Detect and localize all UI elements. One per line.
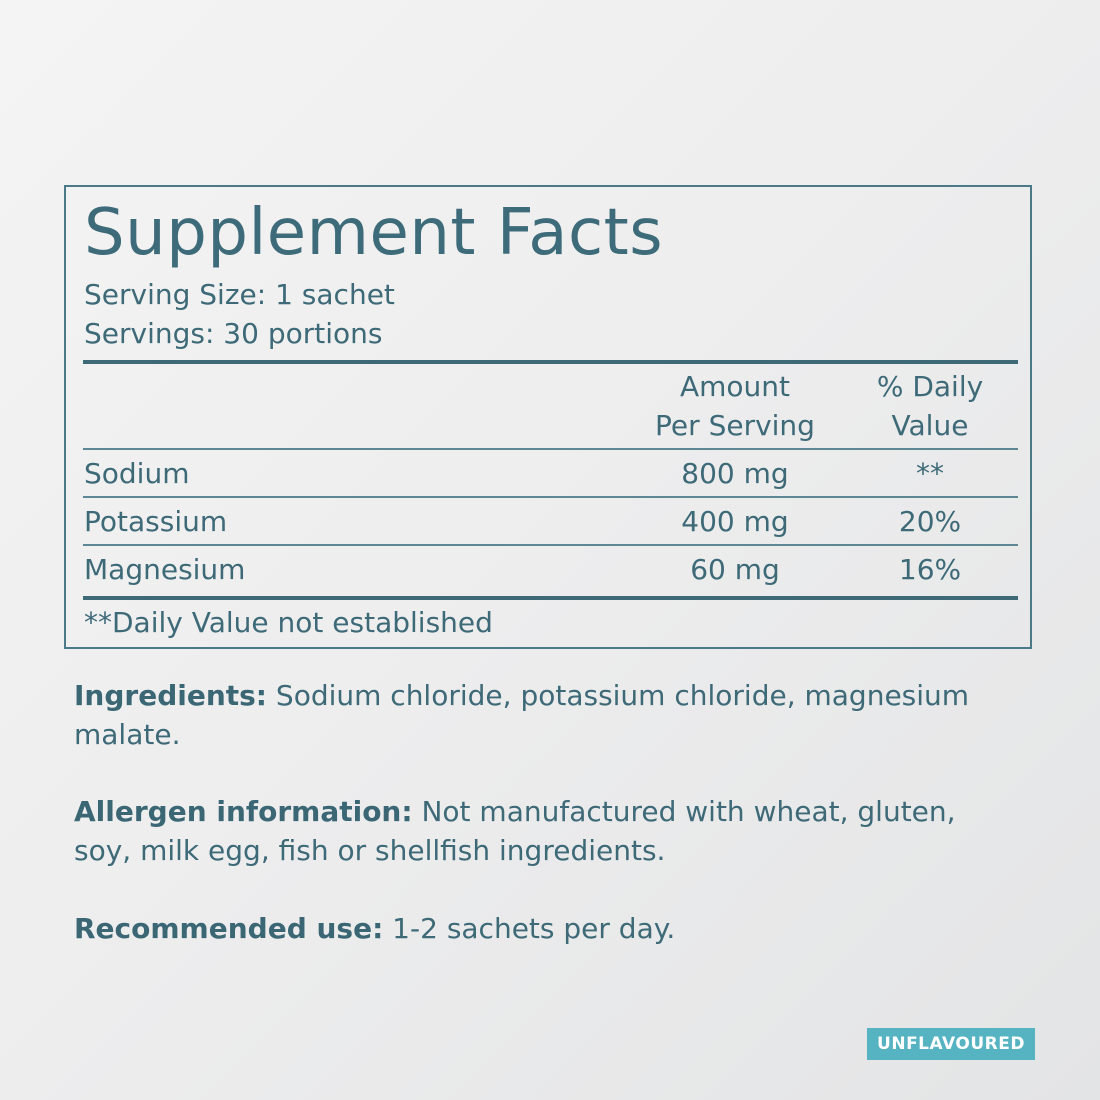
- amount-header-line1: Amount: [679, 370, 791, 403]
- amount-header-line2: Per Serving: [655, 409, 815, 442]
- table-row: Sodium 800 mg **: [66, 450, 1030, 498]
- amount-per-serving-header: Amount Per Serving: [635, 367, 835, 445]
- ingredients-label: Ingredients:: [74, 679, 268, 712]
- recommended-use-label: Recommended use:: [74, 912, 384, 945]
- row-divider: [83, 544, 1018, 546]
- nutrient-amount: 400 mg: [681, 505, 789, 538]
- daily-value-header: % Daily Value: [830, 367, 1030, 445]
- recommended-use-section: Recommended use: 1-2 sachets per day.: [74, 909, 1004, 948]
- footer-divider: [83, 596, 1018, 600]
- nutrient-daily-value: 20%: [898, 505, 962, 538]
- table-row: Potassium 400 mg 20%: [66, 498, 1030, 546]
- allergen-label: Allergen information:: [74, 795, 413, 828]
- supplement-facts-title: Supplement Facts: [84, 196, 664, 270]
- allergen-text: Not manufactured with wheat, gluten, soy…: [74, 795, 956, 867]
- serving-size: Serving Size: 1 sachet: [84, 278, 395, 311]
- nutrient-daily-value: 16%: [898, 553, 962, 586]
- table-row: Magnesium 60 mg 16%: [66, 546, 1030, 594]
- nutrient-amount: 60 mg: [690, 553, 780, 586]
- supplement-facts-panel: Supplement Facts Serving Size: 1 sachet …: [64, 185, 1032, 649]
- nutrient-daily-value: **: [916, 457, 944, 490]
- daily-value-header-line1: % Daily: [876, 370, 984, 403]
- row-divider: [83, 496, 1018, 498]
- ingredients-section: Ingredients: Sodium chloride, potassium …: [74, 676, 1004, 754]
- nutrient-name: Potassium: [84, 505, 228, 538]
- servings-count: Servings: 30 portions: [84, 317, 383, 350]
- nutrient-name: Magnesium: [84, 553, 246, 586]
- row-divider: [83, 448, 1018, 450]
- allergen-section: Allergen information: Not manufactured w…: [74, 792, 1004, 870]
- nutrient-amount: 800 mg: [681, 457, 789, 490]
- flavour-badge: UNFLAVOURED: [867, 1028, 1035, 1060]
- header-divider: [83, 360, 1018, 364]
- nutrient-name: Sodium: [84, 457, 190, 490]
- ingredients-text: Sodium chloride, potassium chloride, mag…: [74, 679, 970, 751]
- daily-value-footnote: **Daily Value not established: [84, 606, 493, 639]
- recommended-use-text: 1-2 sachets per day.: [383, 912, 676, 945]
- daily-value-header-line2: Value: [891, 409, 969, 442]
